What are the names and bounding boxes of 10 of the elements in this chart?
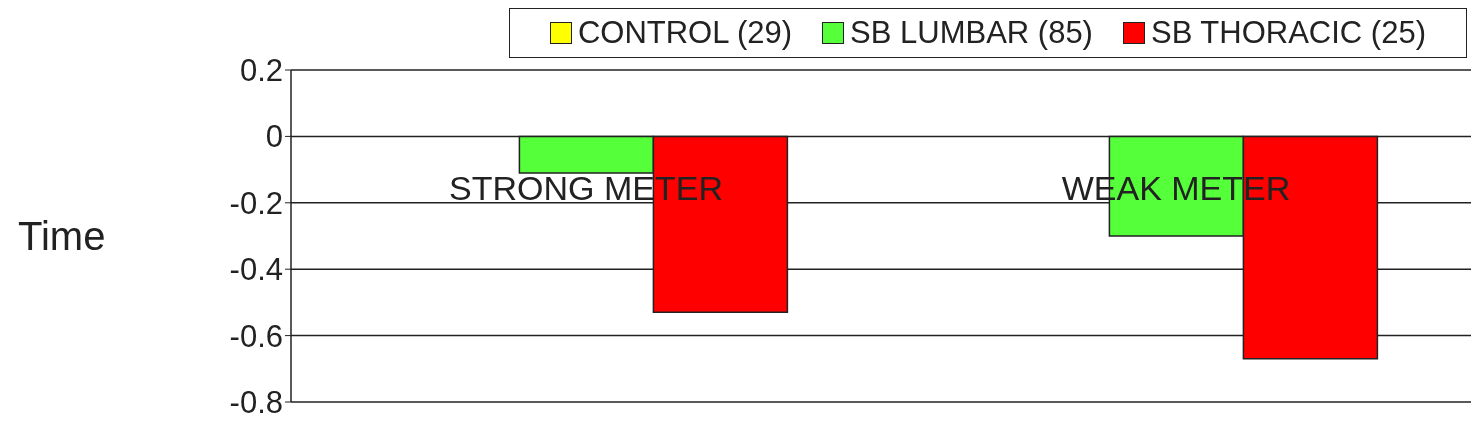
y-tick-label: 0.2	[239, 53, 283, 88]
y-tick-label: -0.6	[229, 318, 283, 354]
y-tick-label: -0.2	[229, 185, 283, 221]
legend-label: CONTROL (29)	[576, 15, 793, 51]
y-tick-label: -0.8	[229, 385, 283, 421]
legend-label: SB THORACIC (25)	[1149, 15, 1426, 51]
y-axis-title: Time	[18, 214, 106, 259]
y-tick-label: -0.4	[229, 252, 283, 288]
y-tick-label: 0	[265, 119, 283, 155]
legend-label: SB LUMBAR (85)	[849, 15, 1093, 51]
